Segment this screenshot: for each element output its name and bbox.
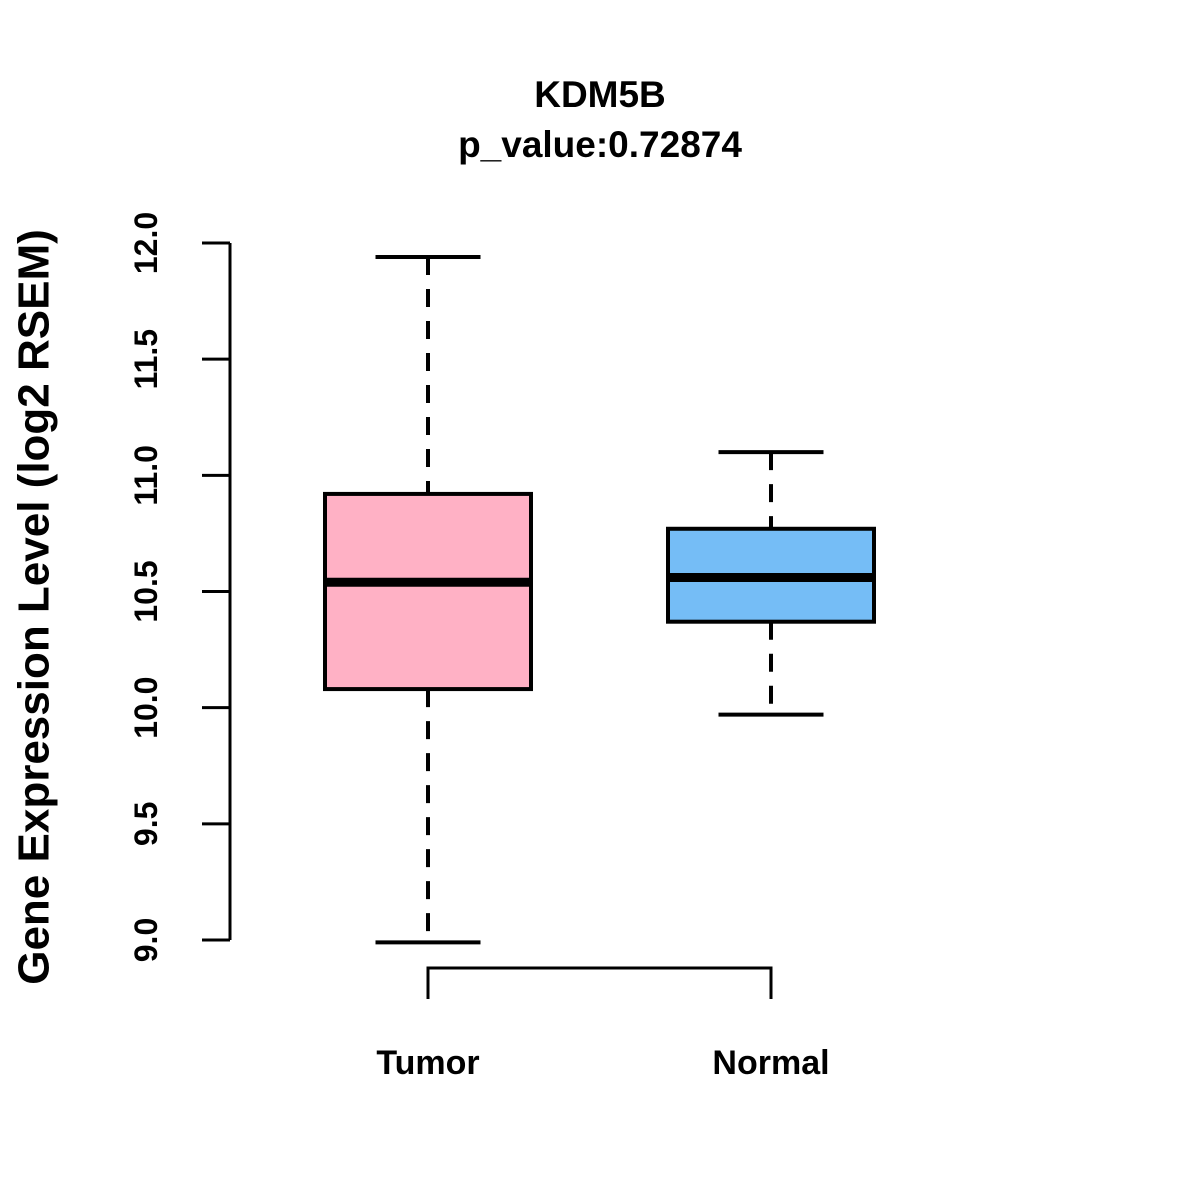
tumor-iqr-box [323,491,533,692]
chart-title-block: KDM5B p_value:0.72874 [0,70,1200,170]
y-axis-tick-label: 11.5 [128,329,164,390]
gene-title: KDM5B [534,74,666,115]
x-axis-label-tumor: Tumor [376,1044,479,1082]
p-value-subtitle: p_value:0.72874 [458,124,742,165]
x-axis-label-normal: Normal [712,1044,829,1082]
y-axis-tick-label: 9.0 [128,918,164,962]
y-axis-tick-label: 10.0 [128,677,164,739]
y-axis-title: Gene Expression Level (log2 RSEM) [10,229,59,985]
y-axis-tick-label: 11.0 [128,445,164,506]
group-axis-bracket [426,966,773,999]
y-axis-tick-label: 12.0 [128,212,164,274]
y-axis-tick-label: 9.5 [128,802,164,846]
y-axis-tick-label: 10.5 [128,560,164,622]
